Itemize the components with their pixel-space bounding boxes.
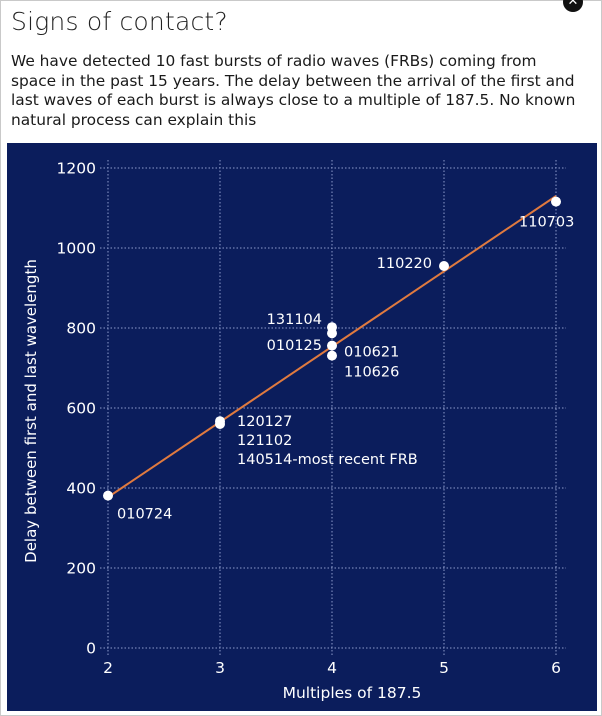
- y-axis-label: Delay between first and last wavelength: [22, 259, 40, 563]
- point-annotation: 121102: [237, 433, 292, 449]
- point-annotation: 010125: [267, 338, 322, 354]
- point-annotation: 010621: [344, 345, 399, 361]
- point-annotation: 140514-most recent FRB: [237, 452, 418, 468]
- page-title: Signs of contact?: [11, 7, 228, 36]
- point-annotation: 110703: [519, 215, 574, 231]
- point-annotation: 010724: [117, 507, 172, 523]
- point-annotation: 120127: [237, 414, 292, 430]
- page-subtitle: We have detected 10 fast bursts of radio…: [11, 52, 576, 129]
- data-point: [327, 340, 337, 351]
- close-icon[interactable]: ✕: [563, 0, 583, 12]
- data-point: [551, 196, 561, 207]
- data-point: [327, 328, 337, 339]
- y-tick-label: 800: [66, 320, 96, 338]
- y-tick-label: 1000: [57, 240, 96, 258]
- point-annotation: 131104: [267, 312, 322, 328]
- data-point: [439, 261, 449, 271]
- x-tick-label: 3: [215, 659, 225, 677]
- point-annotation: 110220: [377, 256, 432, 272]
- point-annotation: 110626: [344, 365, 399, 381]
- x-tick-label: 5: [439, 659, 449, 677]
- x-tick-label: 2: [103, 659, 113, 677]
- x-axis-label: Multiples of 187.5: [283, 684, 422, 702]
- y-tick-label: 0: [86, 640, 96, 658]
- chart-background: [7, 143, 597, 711]
- x-tick-label: 6: [551, 659, 561, 677]
- data-point: [103, 490, 113, 501]
- data-point: [215, 419, 225, 429]
- scatter-chart: 0 200 400 600 800 1000 1200 2 3 4 5 6 Multiples of 1…: [7, 143, 597, 711]
- chart-svg: 0 200 400 600 800 1000 1200 2 3 4 5 6 Multiples of 1…: [7, 143, 597, 711]
- y-tick-label: 400: [66, 480, 96, 498]
- y-tick-label: 600: [66, 400, 96, 418]
- data-point: [327, 350, 337, 361]
- y-tick-label: 1200: [57, 160, 96, 178]
- x-tick-label: 4: [327, 659, 337, 677]
- y-tick-label: 200: [66, 560, 96, 578]
